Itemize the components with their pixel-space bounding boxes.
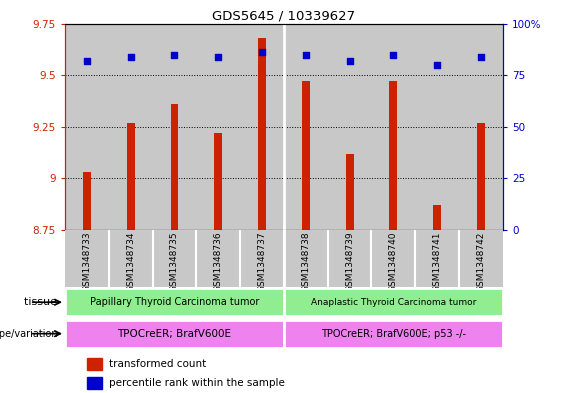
Bar bbox=[87, 358, 102, 370]
Text: GSM1348738: GSM1348738 bbox=[301, 231, 310, 292]
Bar bbox=[87, 377, 102, 389]
Bar bbox=[372, 230, 415, 287]
Bar bbox=[328, 24, 372, 230]
Text: GSM1348734: GSM1348734 bbox=[126, 231, 135, 292]
Text: GSM1348742: GSM1348742 bbox=[476, 231, 485, 292]
Point bbox=[345, 57, 354, 64]
Point bbox=[258, 49, 267, 55]
Bar bbox=[284, 320, 503, 348]
Text: Anaplastic Thyroid Carcinoma tumor: Anaplastic Thyroid Carcinoma tumor bbox=[311, 298, 476, 307]
Text: GSM1348740: GSM1348740 bbox=[389, 231, 398, 292]
Bar bbox=[65, 320, 284, 348]
Bar bbox=[415, 230, 459, 287]
Bar bbox=[171, 104, 179, 230]
Point bbox=[214, 53, 223, 60]
Bar bbox=[433, 205, 441, 230]
Bar bbox=[65, 288, 284, 316]
Text: TPOCreER; BrafV600E; p53 -/-: TPOCreER; BrafV600E; p53 -/- bbox=[321, 329, 466, 339]
Text: GSM1348733: GSM1348733 bbox=[82, 231, 92, 292]
Bar bbox=[346, 154, 354, 230]
Bar bbox=[372, 24, 415, 230]
Bar bbox=[459, 230, 503, 287]
Bar bbox=[328, 230, 372, 287]
Bar bbox=[258, 38, 266, 230]
Text: GSM1348736: GSM1348736 bbox=[214, 231, 223, 292]
Bar bbox=[284, 288, 503, 316]
Text: Papillary Thyroid Carcinoma tumor: Papillary Thyroid Carcinoma tumor bbox=[90, 297, 259, 307]
Bar bbox=[65, 230, 109, 287]
Bar bbox=[108, 24, 153, 230]
Bar bbox=[214, 133, 222, 230]
Bar bbox=[153, 24, 197, 230]
Bar bbox=[127, 123, 134, 230]
Bar bbox=[108, 230, 153, 287]
Bar bbox=[302, 81, 310, 230]
Bar bbox=[197, 230, 240, 287]
Point bbox=[170, 51, 179, 58]
Text: tissue: tissue bbox=[24, 297, 60, 307]
Text: GSM1348741: GSM1348741 bbox=[433, 231, 442, 292]
Bar bbox=[459, 24, 503, 230]
Bar bbox=[153, 230, 197, 287]
Point bbox=[301, 51, 310, 58]
Text: genotype/variation: genotype/variation bbox=[0, 329, 60, 339]
Title: GDS5645 / 10339627: GDS5645 / 10339627 bbox=[212, 9, 355, 22]
Bar bbox=[240, 230, 284, 287]
Text: GSM1348739: GSM1348739 bbox=[345, 231, 354, 292]
Point bbox=[82, 57, 92, 64]
Bar bbox=[284, 230, 328, 287]
Point bbox=[126, 53, 135, 60]
Bar bbox=[65, 24, 109, 230]
Bar bbox=[197, 24, 240, 230]
Bar bbox=[415, 24, 459, 230]
Bar bbox=[240, 24, 284, 230]
Bar bbox=[477, 123, 485, 230]
Text: percentile rank within the sample: percentile rank within the sample bbox=[109, 378, 285, 388]
Point bbox=[389, 51, 398, 58]
Bar bbox=[83, 172, 91, 230]
Bar bbox=[389, 81, 397, 230]
Text: TPOCreER; BrafV600E: TPOCreER; BrafV600E bbox=[118, 329, 232, 339]
Point bbox=[433, 62, 442, 68]
Bar bbox=[284, 24, 328, 230]
Text: GSM1348737: GSM1348737 bbox=[258, 231, 267, 292]
Text: transformed count: transformed count bbox=[109, 359, 206, 369]
Text: GSM1348735: GSM1348735 bbox=[170, 231, 179, 292]
Point bbox=[476, 53, 485, 60]
